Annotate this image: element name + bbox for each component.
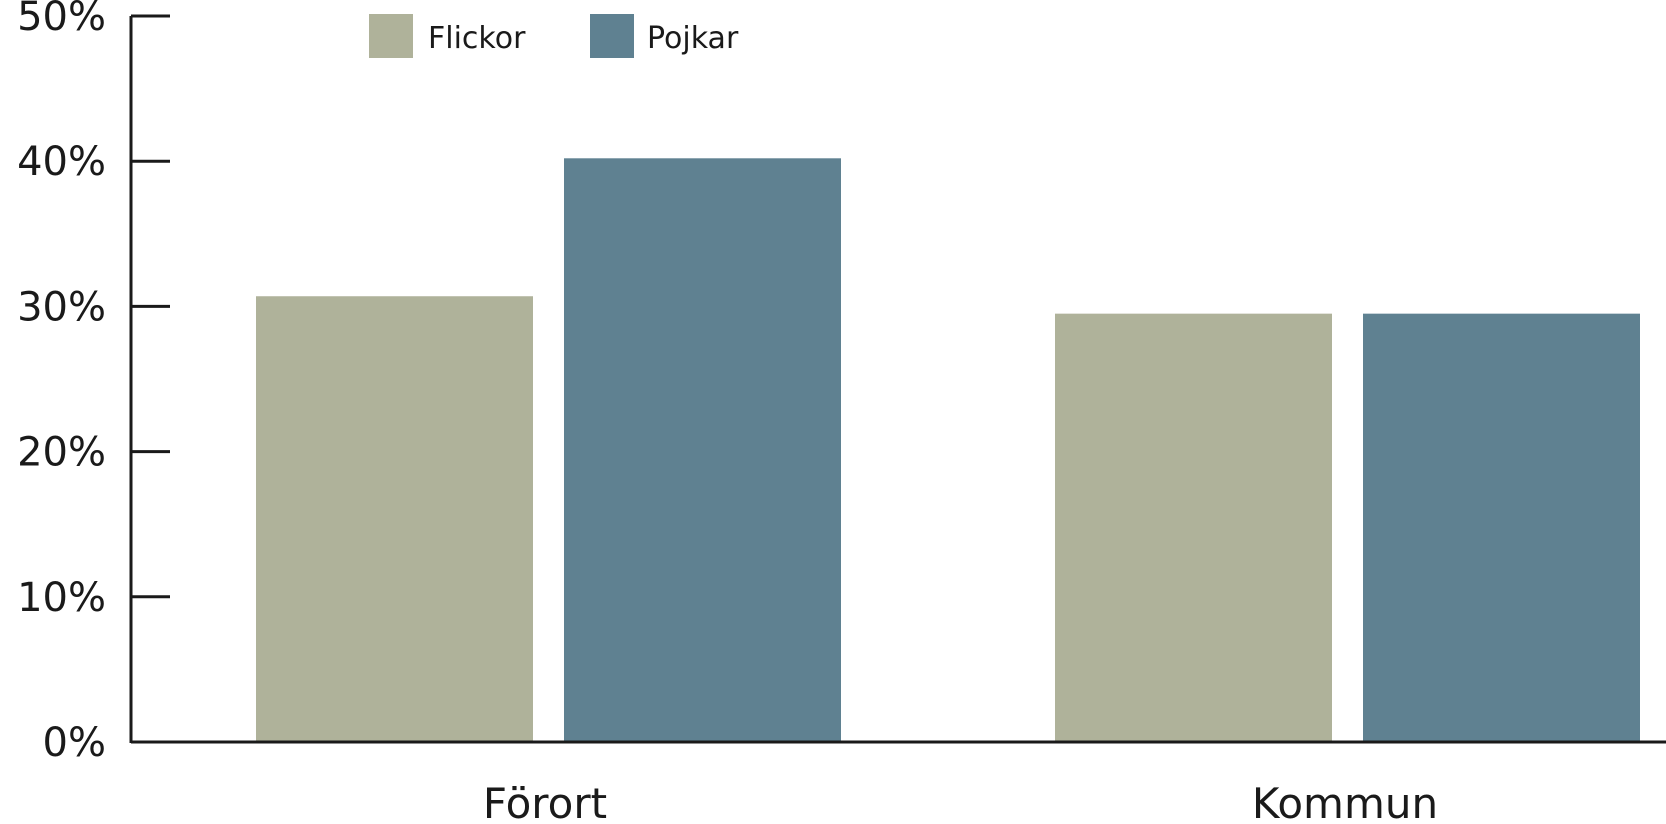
legend-label-flickor: Flickor: [428, 21, 526, 56]
y-tick-label: 10%: [17, 575, 106, 621]
bar-pojkar-2: [1363, 313, 1640, 742]
x-label-forort: Förort: [483, 779, 607, 824]
bars-group: [256, 158, 1640, 742]
bar-flickor-1: [256, 296, 533, 742]
y-ticks: 0% 10% 20% 30% 40% 50%: [17, 0, 170, 766]
y-tick-label: 20%: [17, 430, 106, 476]
x-label-kommun: Kommun: [1252, 779, 1438, 824]
y-tick-label: 0%: [43, 720, 106, 766]
legend-swatch-flickor: [369, 14, 413, 58]
legend-swatch-pojkar: [590, 14, 634, 58]
y-tick-label: 30%: [17, 284, 106, 330]
y-tick-label: 50%: [17, 0, 106, 40]
bar-flickor-2: [1055, 313, 1332, 742]
legend-label-pojkar: Pojkar: [647, 21, 739, 56]
bar-pojkar-1: [564, 158, 841, 742]
x-labels: Förort Kommun: [483, 779, 1438, 824]
legend: Flickor Pojkar: [369, 14, 739, 58]
y-tick-label: 40%: [17, 139, 106, 185]
